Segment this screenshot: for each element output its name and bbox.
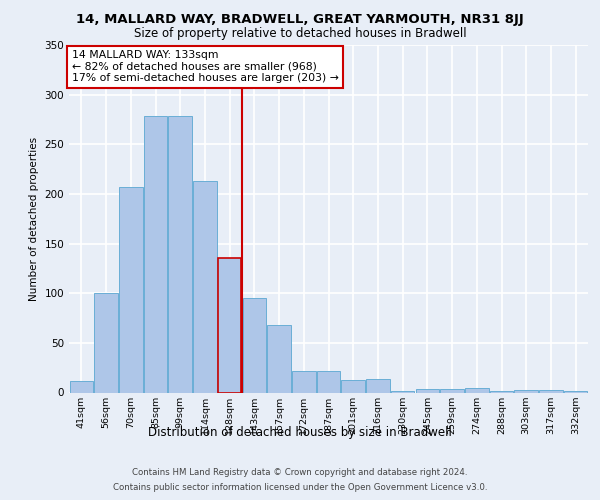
Bar	[169, 116, 192, 392]
Bar	[70, 380, 93, 392]
Bar	[539, 390, 563, 392]
Bar	[514, 390, 538, 392]
Text: Distribution of detached houses by size in Bradwell: Distribution of detached houses by size …	[148, 426, 452, 439]
Text: Contains HM Land Registry data © Crown copyright and database right 2024.: Contains HM Land Registry data © Crown c…	[132, 468, 468, 477]
Bar	[391, 390, 415, 392]
Bar	[94, 293, 118, 392]
Bar	[366, 378, 389, 392]
Y-axis label: Number of detached properties: Number of detached properties	[29, 136, 39, 301]
Bar	[292, 370, 316, 392]
Text: 14, MALLARD WAY, BRADWELL, GREAT YARMOUTH, NR31 8JJ: 14, MALLARD WAY, BRADWELL, GREAT YARMOUT…	[76, 12, 524, 26]
Text: Size of property relative to detached houses in Bradwell: Size of property relative to detached ho…	[134, 28, 466, 40]
Bar	[564, 390, 587, 392]
Bar	[144, 116, 167, 392]
Bar	[317, 370, 340, 392]
Text: 14 MALLARD WAY: 133sqm
← 82% of detached houses are smaller (968)
17% of semi-de: 14 MALLARD WAY: 133sqm ← 82% of detached…	[71, 50, 338, 84]
Bar	[341, 380, 365, 392]
Bar	[119, 187, 143, 392]
Bar	[465, 388, 488, 392]
Bar	[440, 388, 464, 392]
Bar	[193, 181, 217, 392]
Text: Contains public sector information licensed under the Open Government Licence v3: Contains public sector information licen…	[113, 483, 487, 492]
Bar	[490, 390, 513, 392]
Bar	[416, 388, 439, 392]
Bar	[218, 258, 241, 392]
Bar	[268, 325, 291, 392]
Bar	[242, 298, 266, 392]
